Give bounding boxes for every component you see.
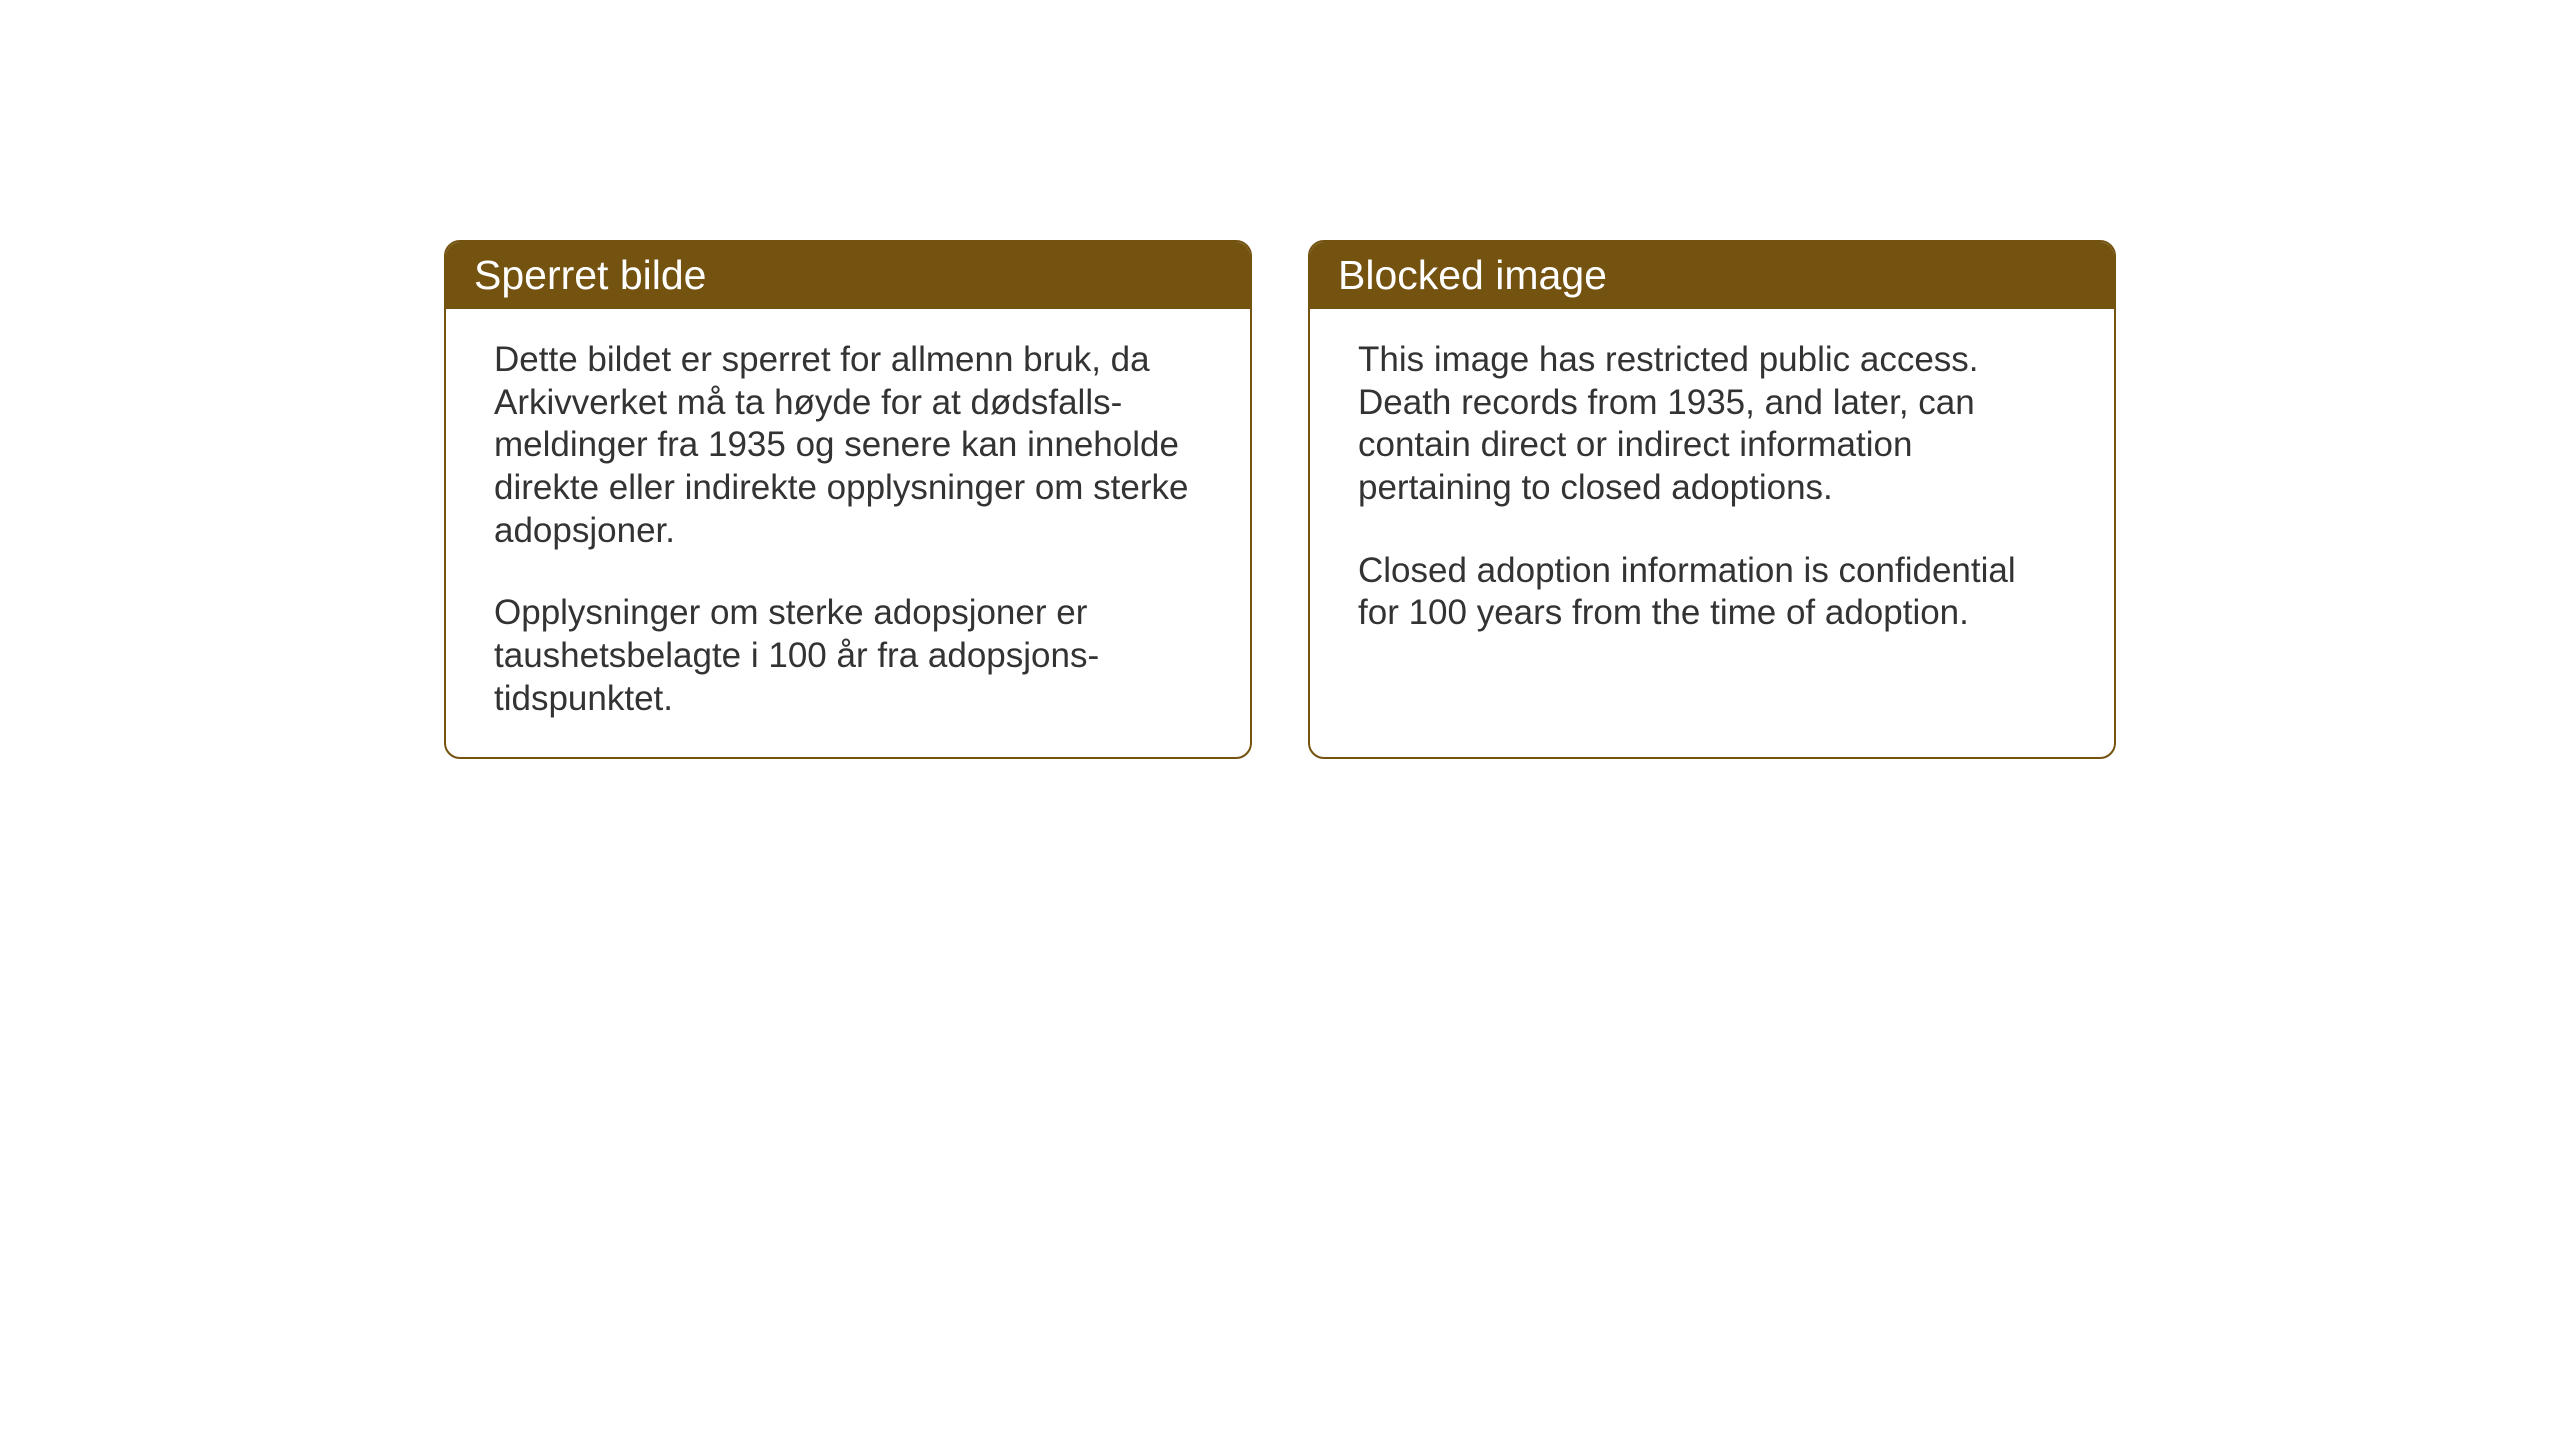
card-norwegian: Sperret bilde Dette bildet er sperret fo… — [444, 240, 1252, 759]
card-english-title: Blocked image — [1338, 252, 1607, 298]
card-norwegian-paragraph-1: Dette bildet er sperret for allmenn bruk… — [494, 339, 1202, 552]
card-norwegian-header: Sperret bilde — [446, 242, 1250, 309]
card-norwegian-body: Dette bildet er sperret for allmenn bruk… — [446, 309, 1250, 757]
card-norwegian-title: Sperret bilde — [474, 252, 706, 298]
cards-container: Sperret bilde Dette bildet er sperret fo… — [444, 240, 2116, 759]
card-norwegian-paragraph-2: Opplysninger om sterke adopsjoner er tau… — [494, 592, 1202, 720]
card-english: Blocked image This image has restricted … — [1308, 240, 2116, 759]
card-english-paragraph-2: Closed adoption information is confident… — [1358, 550, 2066, 635]
card-english-paragraph-1: This image has restricted public access.… — [1358, 339, 2066, 510]
card-english-header: Blocked image — [1310, 242, 2114, 309]
card-english-body: This image has restricted public access.… — [1310, 309, 2114, 671]
